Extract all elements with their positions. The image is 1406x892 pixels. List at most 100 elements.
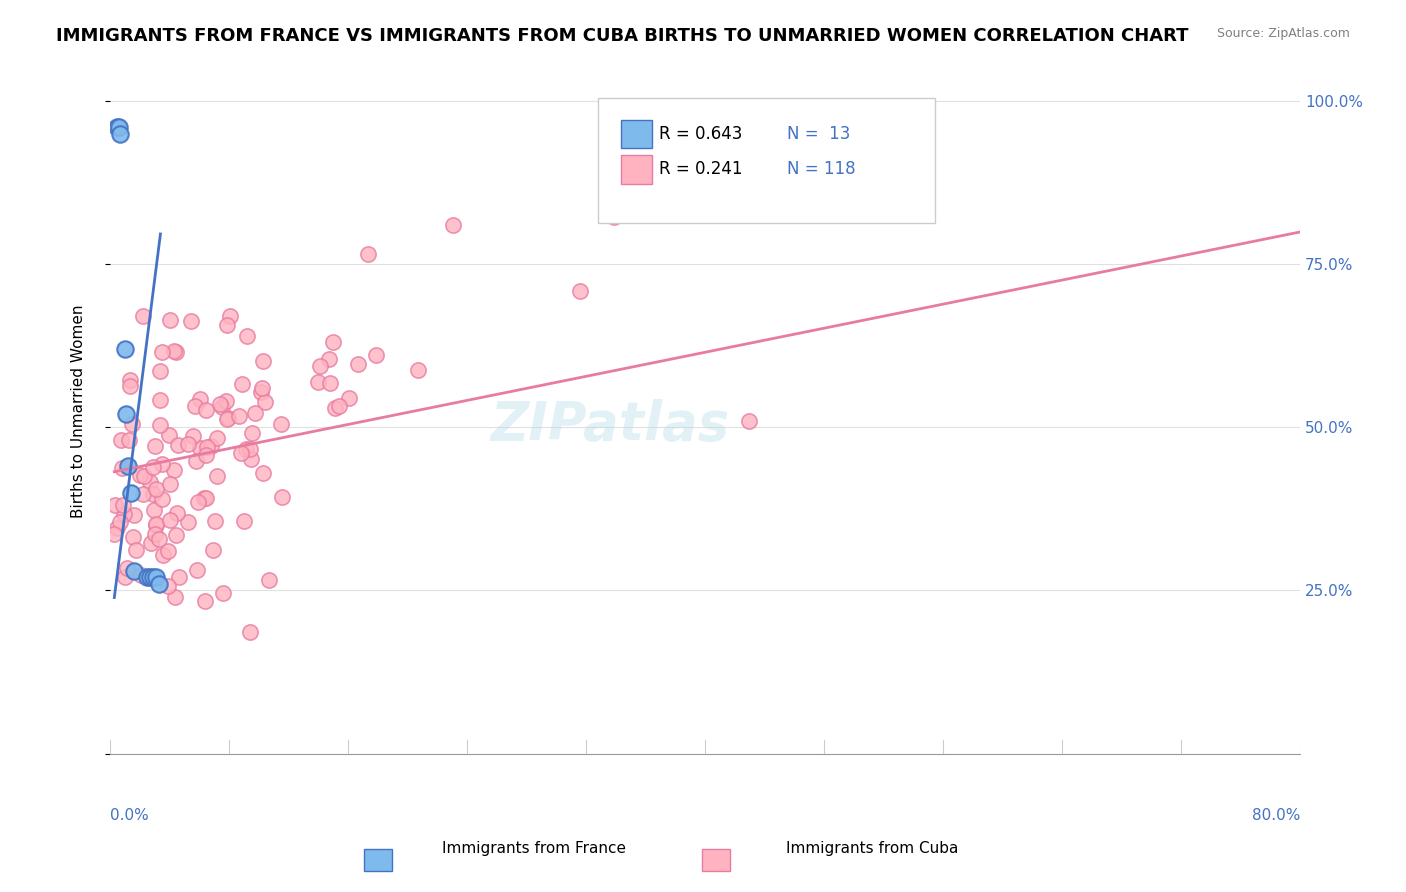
Point bbox=[270, 490, 292, 504]
Point bbox=[114, 342, 136, 356]
Point bbox=[243, 406, 266, 420]
Point bbox=[124, 543, 146, 558]
Point bbox=[215, 393, 238, 408]
Point bbox=[208, 397, 231, 411]
Point bbox=[187, 495, 209, 509]
Point bbox=[159, 513, 181, 527]
Point bbox=[129, 568, 152, 582]
Text: 0.0%: 0.0% bbox=[110, 808, 149, 823]
Point bbox=[159, 476, 181, 491]
Point bbox=[205, 468, 228, 483]
Point bbox=[145, 482, 167, 496]
Y-axis label: Births to Unmarried Women: Births to Unmarried Women bbox=[72, 304, 86, 517]
Point bbox=[207, 431, 229, 445]
Point bbox=[232, 514, 254, 528]
Point bbox=[165, 344, 187, 359]
Point bbox=[122, 564, 145, 578]
Point bbox=[157, 428, 180, 442]
Text: N =  13: N = 13 bbox=[787, 125, 851, 143]
Point bbox=[150, 491, 173, 506]
Point bbox=[211, 400, 233, 414]
Point bbox=[129, 468, 152, 483]
Point bbox=[259, 573, 281, 587]
Point bbox=[105, 521, 128, 535]
Point bbox=[120, 374, 142, 388]
Point bbox=[201, 542, 224, 557]
Point bbox=[143, 503, 166, 517]
Point bbox=[110, 433, 132, 447]
Point bbox=[235, 442, 257, 456]
Point bbox=[218, 410, 240, 425]
Point bbox=[441, 218, 464, 232]
Text: ZIPatlas: ZIPatlas bbox=[491, 399, 730, 450]
Point bbox=[149, 364, 172, 378]
Text: R = 0.241: R = 0.241 bbox=[659, 161, 742, 178]
Point bbox=[145, 570, 167, 584]
Point bbox=[252, 354, 274, 368]
Text: Immigrants from Cuba: Immigrants from Cuba bbox=[786, 841, 957, 856]
Point bbox=[252, 466, 274, 480]
Point bbox=[152, 549, 174, 563]
Point bbox=[156, 579, 179, 593]
Point bbox=[134, 469, 156, 483]
Point bbox=[250, 385, 273, 400]
Point bbox=[111, 460, 134, 475]
Point bbox=[108, 515, 131, 529]
Point bbox=[188, 392, 211, 407]
Point bbox=[118, 379, 141, 393]
Point bbox=[231, 376, 253, 391]
Point bbox=[143, 439, 166, 453]
Point bbox=[270, 417, 292, 431]
Point bbox=[148, 533, 170, 547]
Text: IMMIGRANTS FROM FRANCE VS IMMIGRANTS FROM CUBA BIRTHS TO UNMARRIED WOMEN CORRELA: IMMIGRANTS FROM FRANCE VS IMMIGRANTS FRO… bbox=[56, 27, 1188, 45]
Point bbox=[309, 359, 332, 373]
Point bbox=[136, 570, 159, 584]
Point bbox=[356, 247, 378, 261]
Point bbox=[114, 508, 136, 522]
Point bbox=[229, 446, 252, 460]
Point bbox=[159, 313, 181, 327]
Point bbox=[139, 570, 162, 584]
Point bbox=[180, 314, 202, 328]
Point bbox=[157, 544, 180, 558]
Point bbox=[150, 345, 173, 359]
Point bbox=[115, 561, 138, 575]
Point bbox=[240, 452, 263, 467]
Point bbox=[115, 407, 138, 421]
Point bbox=[163, 463, 186, 477]
Point bbox=[117, 459, 139, 474]
Point bbox=[240, 425, 263, 440]
Point bbox=[211, 586, 233, 600]
Point bbox=[112, 499, 135, 513]
Point bbox=[337, 391, 360, 405]
Point bbox=[114, 570, 136, 584]
Point bbox=[142, 570, 165, 584]
Point bbox=[166, 437, 188, 451]
Point bbox=[195, 491, 218, 505]
Point bbox=[166, 506, 188, 520]
Point bbox=[193, 491, 215, 505]
Point bbox=[319, 376, 342, 391]
Point bbox=[186, 563, 208, 577]
Point bbox=[177, 515, 200, 529]
Point bbox=[184, 399, 207, 413]
Point bbox=[105, 120, 128, 135]
Point bbox=[121, 530, 143, 544]
Point bbox=[194, 448, 217, 462]
Point bbox=[738, 414, 761, 428]
Point bbox=[204, 514, 226, 528]
Point bbox=[121, 417, 143, 431]
Point bbox=[318, 352, 340, 367]
Point bbox=[148, 577, 170, 591]
Point bbox=[118, 434, 141, 448]
Point bbox=[323, 401, 346, 415]
Point bbox=[110, 127, 132, 141]
Point bbox=[215, 318, 238, 332]
Point bbox=[139, 475, 162, 489]
Point bbox=[145, 518, 167, 533]
Point bbox=[132, 487, 155, 501]
Point bbox=[195, 440, 218, 454]
Point bbox=[142, 487, 165, 501]
Point bbox=[107, 120, 129, 135]
Point bbox=[239, 442, 262, 456]
